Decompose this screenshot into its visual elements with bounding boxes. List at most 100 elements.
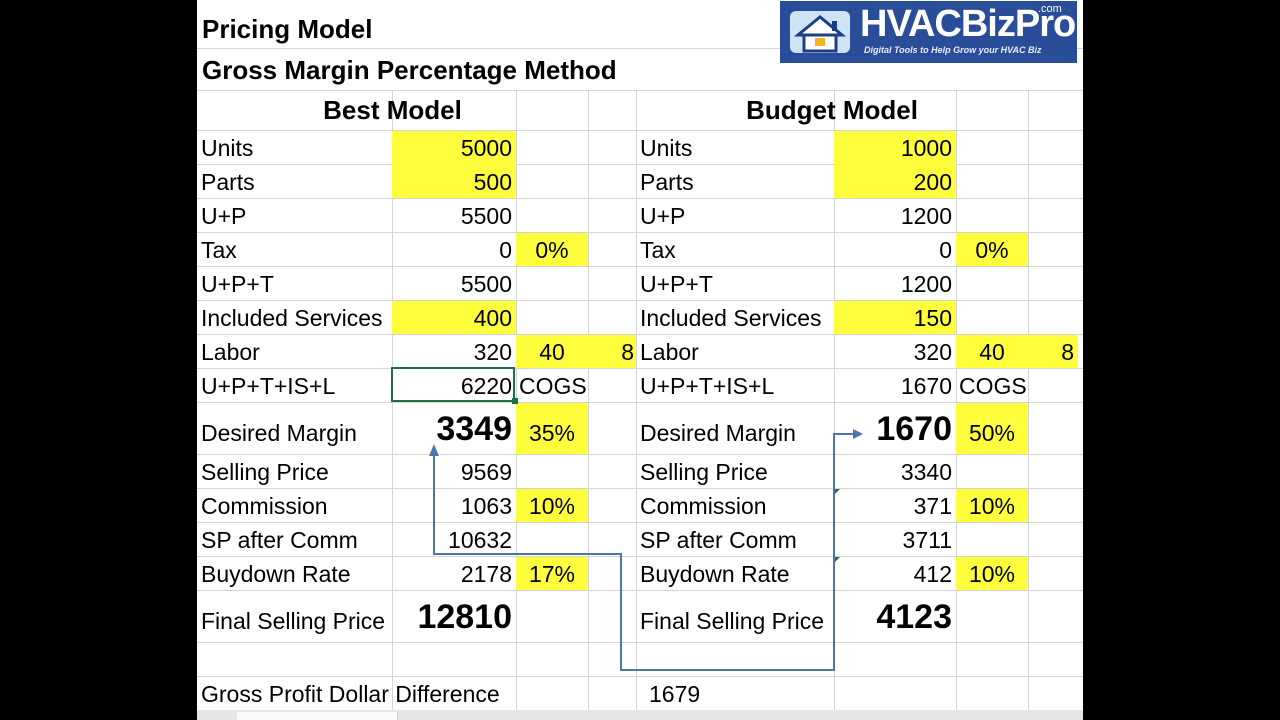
budget-label-final-selling-price[interactable]: Final Selling Price — [640, 608, 825, 634]
budget-value-labor[interactable]: 320 — [913, 339, 952, 365]
sheet-subtitle[interactable]: Gross Margin Percentage Method — [202, 55, 617, 85]
best-value-sp-after-comm[interactable]: 10632 — [448, 527, 512, 553]
best-cogs-label[interactable]: COGS — [519, 373, 587, 399]
best-value-upt[interactable]: 5500 — [460, 271, 512, 297]
gridline — [197, 232, 1083, 233]
gridline — [197, 676, 1083, 677]
best-value-parts[interactable]: 500 — [473, 169, 512, 195]
budget-value-tax[interactable]: 0 — [939, 237, 952, 263]
budget-value-included-services[interactable]: 150 — [913, 305, 952, 331]
best-label-final-selling-price[interactable]: Final Selling Price — [201, 608, 386, 634]
budget-value-desired-margin[interactable]: 1670 — [876, 410, 952, 448]
gridline — [392, 90, 393, 720]
best-value-units[interactable]: 5000 — [460, 135, 512, 161]
best-label-parts[interactable]: Parts — [201, 169, 255, 195]
gridline — [197, 198, 1083, 199]
logo-tagline: Digital Tools to Help Grow your HVAC Biz — [864, 45, 1042, 55]
input-highlight — [516, 233, 588, 266]
best-value-tax[interactable]: 0 — [499, 237, 512, 263]
fill-handle[interactable] — [512, 398, 518, 404]
best-value-cogs-total[interactable]: 6220 — [460, 373, 512, 399]
selected-cell[interactable] — [391, 367, 515, 402]
input-highlight — [834, 301, 956, 334]
best-value-buydown-rate[interactable]: 2178 — [460, 561, 512, 587]
budget-label-up[interactable]: U+P — [640, 203, 686, 229]
budget-model-header[interactable]: Budget Model — [746, 95, 918, 125]
budget-value-cogs-total[interactable]: 1670 — [900, 373, 952, 399]
gridline — [197, 48, 1083, 49]
budget-label-sp-after-comm[interactable]: SP after Comm — [640, 527, 797, 553]
budget-label-cogs-total[interactable]: U+P+T+IS+L — [640, 373, 775, 399]
budget-label-tax[interactable]: Tax — [640, 237, 676, 263]
best-label-units[interactable]: Units — [201, 135, 254, 161]
best-label-upt[interactable]: U+P+T — [201, 271, 274, 297]
gridline — [197, 266, 1083, 267]
budget-label-upt[interactable]: U+P+T — [640, 271, 713, 297]
best-value-labor[interactable]: 320 — [473, 339, 512, 365]
gridline — [1028, 90, 1029, 720]
budget-tax-rate[interactable]: 0% — [975, 237, 1009, 263]
input-highlight — [392, 131, 516, 198]
best-label-buydown-rate[interactable]: Buydown Rate — [201, 561, 351, 587]
best-label-commission[interactable]: Commission — [201, 493, 328, 519]
best-margin-percent[interactable]: 35% — [528, 420, 576, 446]
budget-value-upt[interactable]: 1200 — [900, 271, 952, 297]
best-label-included-services[interactable]: Included Services — [201, 305, 383, 331]
budget-label-buydown-rate[interactable]: Buydown Rate — [640, 561, 790, 587]
budget-value-final-selling-price[interactable]: 4123 — [876, 598, 952, 636]
best-value-included-services[interactable]: 400 — [473, 305, 512, 331]
budget-label-commission[interactable]: Commission — [640, 493, 767, 519]
budget-commission-percent[interactable]: 10% — [968, 493, 1016, 519]
gridline — [197, 368, 1083, 369]
budget-value-up[interactable]: 1200 — [900, 203, 952, 229]
input-highlight — [392, 301, 516, 334]
gridline — [197, 642, 1083, 643]
budget-label-desired-margin[interactable]: Desired Margin — [640, 420, 796, 446]
budget-label-parts[interactable]: Parts — [640, 169, 694, 195]
budget-label-included-services[interactable]: Included Services — [640, 305, 822, 331]
best-value-final-selling-price[interactable]: 12810 — [417, 598, 512, 636]
budget-value-buydown-rate[interactable]: 412 — [913, 561, 952, 587]
budget-value-selling-price[interactable]: 3340 — [900, 459, 952, 485]
house-icon — [790, 11, 850, 53]
budget-label-units[interactable]: Units — [640, 135, 693, 161]
budget-buydown-percent[interactable]: 10% — [968, 561, 1016, 587]
gridline — [197, 334, 1083, 335]
gross-profit-label[interactable]: Gross Profit Dollar Difference — [201, 681, 500, 707]
input-highlight — [956, 557, 1028, 590]
budget-label-selling-price[interactable]: Selling Price — [640, 459, 768, 485]
best-buydown-percent[interactable]: 17% — [528, 561, 576, 587]
budget-label-labor[interactable]: Labor — [640, 339, 699, 365]
best-commission-percent[interactable]: 10% — [528, 493, 576, 519]
budget-value-parts[interactable]: 200 — [913, 169, 952, 195]
best-label-sp-after-comm[interactable]: SP after Comm — [201, 527, 358, 553]
budget-cogs-label[interactable]: COGS — [959, 373, 1027, 399]
best-label-cogs-total[interactable]: U+P+T+IS+L — [201, 373, 336, 399]
sheet-tab[interactable] — [237, 712, 398, 720]
sheet-title[interactable]: Pricing Model — [202, 14, 373, 44]
gridline — [197, 300, 1083, 301]
budget-value-units[interactable]: 1000 — [900, 135, 952, 161]
best-value-up[interactable]: 5500 — [460, 203, 512, 229]
best-tax-rate[interactable]: 0% — [535, 237, 569, 263]
spreadsheet[interactable]: Pricing Model Gross Margin Percentage Me… — [197, 0, 1083, 720]
budget-value-sp-after-comm[interactable]: 3711 — [902, 527, 952, 553]
budget-value-commission[interactable]: 371 — [913, 493, 952, 519]
best-label-selling-price[interactable]: Selling Price — [201, 459, 329, 485]
best-label-desired-margin[interactable]: Desired Margin — [201, 420, 357, 446]
best-label-labor[interactable]: Labor — [201, 339, 260, 365]
best-label-up[interactable]: U+P — [201, 203, 247, 229]
best-labor-hours[interactable]: 40 — [539, 339, 565, 365]
best-model-header[interactable]: Best Model — [323, 95, 462, 125]
best-label-tax[interactable]: Tax — [201, 237, 237, 263]
best-value-desired-margin[interactable]: 3349 — [436, 410, 512, 448]
budget-labor-hours[interactable]: 40 — [979, 339, 1005, 365]
budget-labor-rate[interactable]: 8 — [1061, 339, 1074, 365]
best-labor-rate[interactable]: 8 — [621, 339, 634, 365]
input-highlight — [516, 335, 636, 368]
best-value-commission[interactable]: 1063 — [460, 493, 512, 519]
budget-margin-percent[interactable]: 50% — [968, 420, 1016, 446]
gross-profit-value[interactable]: 1679 — [649, 681, 701, 707]
gridline — [197, 164, 1083, 165]
best-value-selling-price[interactable]: 9569 — [460, 459, 512, 485]
